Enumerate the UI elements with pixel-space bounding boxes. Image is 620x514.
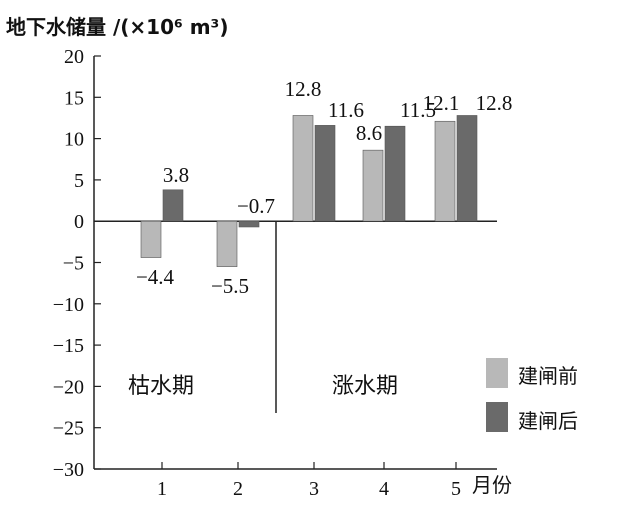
data-label: 12.1 [423, 91, 460, 115]
x-tick-label: 2 [233, 478, 243, 500]
legend-swatch-before [486, 358, 508, 388]
data-label: −5.5 [211, 274, 249, 298]
bar-before-1 [141, 221, 161, 257]
bar-after-4 [385, 126, 405, 221]
y-tick-label: 20 [64, 46, 84, 68]
bar-before-3 [293, 115, 313, 221]
y-tick-label: −5 [63, 253, 84, 275]
legend: 建闸前 建闸后 [486, 358, 578, 433]
region-label-dry: 枯水期 [128, 374, 194, 399]
legend-label-after: 建闸后 [518, 409, 578, 433]
x-tick-label: 4 [379, 478, 389, 500]
x-ticks: 1 2 3 4 5 [157, 462, 461, 500]
x-axis-title: 月份 [472, 473, 512, 497]
data-label: −4.4 [136, 265, 175, 289]
y-axis-title: 地下水储量 /(×10⁶ m³) [6, 15, 228, 39]
bar-after-5 [457, 115, 477, 221]
bars [141, 115, 477, 266]
region-label-rising: 涨水期 [332, 374, 398, 399]
data-label: 8.6 [356, 121, 382, 145]
y-tick-label: −30 [53, 459, 84, 481]
y-tick-label: −25 [53, 418, 84, 440]
x-tick-label: 5 [451, 478, 461, 500]
data-label: −0.7 [237, 194, 275, 218]
bar-before-2 [217, 221, 237, 266]
bar-before-5 [435, 121, 455, 221]
legend-label-before: 建闸前 [518, 364, 578, 388]
data-label: 3.8 [163, 163, 189, 187]
x-tick-label: 1 [157, 478, 167, 500]
bar-before-4 [363, 150, 383, 221]
y-tick-label: −15 [53, 335, 84, 357]
y-tick-label: 15 [64, 87, 84, 109]
y-tick-label: 0 [74, 211, 84, 233]
y-tick-label: −20 [53, 376, 84, 398]
data-label: 11.6 [328, 98, 364, 122]
x-tick-label: 3 [309, 478, 319, 500]
data-label: 12.8 [285, 77, 322, 101]
data-label: 12.8 [476, 91, 513, 115]
y-tick-label: 10 [64, 129, 84, 151]
y-tick-label: −10 [53, 294, 84, 316]
legend-swatch-after [486, 402, 508, 432]
bar-after-1 [163, 190, 183, 221]
y-tick-label: 5 [74, 170, 84, 192]
bar-after-3 [315, 125, 335, 221]
bar-after-2 [239, 221, 259, 227]
